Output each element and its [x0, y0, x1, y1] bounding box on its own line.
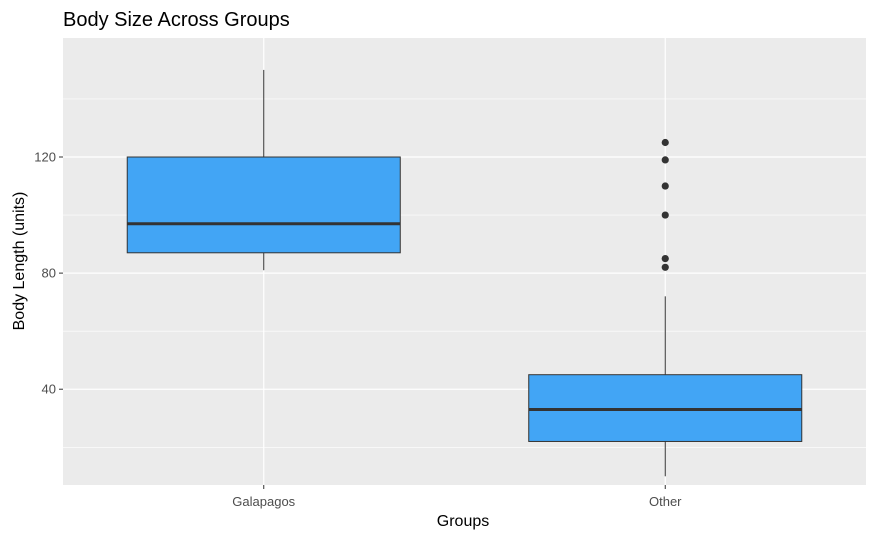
y-axis-title: Body Length (units)	[11, 192, 28, 331]
outlier-point	[661, 254, 669, 263]
box-galapagos	[126, 69, 401, 271]
x-tick-label: Other	[649, 494, 682, 509]
outlier-point	[661, 138, 669, 147]
x-tick-label: Galapagos	[232, 494, 295, 509]
box-iqr	[126, 156, 401, 254]
x-axis-title: Groups	[437, 513, 489, 530]
outlier-point	[661, 182, 669, 190]
y-axis: 40 80 120	[34, 150, 63, 397]
outlier-point	[661, 263, 669, 271]
y-tick-label: 120	[34, 150, 56, 165]
y-tick-label: 80	[42, 266, 56, 281]
y-tick-label: 40	[42, 382, 56, 397]
x-axis: Galapagos Other	[232, 485, 682, 509]
box-other	[528, 138, 803, 477]
outlier-point	[661, 156, 669, 164]
boxes	[126, 69, 803, 477]
outlier-point	[661, 211, 669, 219]
chart-title: Body Size Across Groups	[63, 9, 290, 31]
